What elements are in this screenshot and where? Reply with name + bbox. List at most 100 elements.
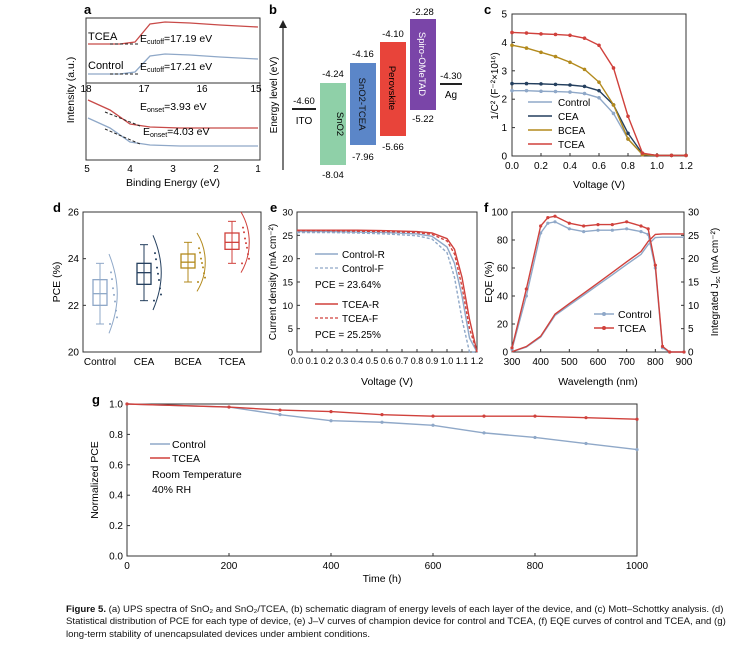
panel-letter: g [92, 392, 100, 407]
data-point [278, 413, 282, 417]
tick-label: 0.5 [366, 356, 379, 366]
data-point [278, 408, 282, 412]
sno2-tcea-bottom: -7.96 [352, 152, 374, 163]
data-point [329, 419, 333, 423]
data-point [597, 43, 601, 48]
data-point [539, 89, 543, 94]
data-point [112, 287, 114, 290]
legend-label: BCEA [558, 126, 586, 137]
perovskite-label: Perovskite [386, 66, 397, 110]
data-point [626, 137, 630, 141]
box-group: Control CEA BCEA TCEA [84, 211, 250, 368]
data-point [582, 84, 587, 89]
legend: Control TCEA [594, 309, 652, 335]
data-point [329, 410, 333, 414]
tick-label: 15 [282, 278, 293, 289]
data-point [380, 420, 384, 424]
data-point [582, 230, 586, 234]
tick-label: 20 [497, 320, 509, 331]
data-point [111, 278, 113, 281]
top-ticks: 18 17 16 15 [80, 84, 262, 95]
tick-label: 100 [491, 208, 508, 219]
tick-label: 0.2 [321, 356, 334, 366]
data-point [431, 414, 435, 418]
legend-label: TCEA [558, 140, 585, 151]
box [92, 279, 108, 306]
tick-label: 60 [497, 264, 509, 275]
tick-label: 1.1 [456, 356, 469, 366]
data-point [203, 272, 205, 275]
panel-letter: b [269, 2, 277, 17]
violin-outline [152, 235, 162, 311]
series-line-bcea [511, 44, 686, 157]
data-point [669, 153, 674, 158]
spiro-bottom: -5.22 [412, 114, 434, 125]
tick-label: 0 [124, 561, 130, 572]
tick-label: 0.0 [109, 552, 123, 563]
data-point [510, 88, 514, 93]
data-point [553, 32, 558, 37]
y-axis-label-right: Integrated Jsc (mA cm⁻²) [710, 228, 722, 336]
series-line-control [512, 89, 686, 157]
data-point [510, 43, 514, 48]
legend-label: TCEA-F [342, 314, 378, 325]
legend-label: Control-F [342, 264, 384, 275]
tick-label: 4 [127, 164, 133, 175]
series-line-control-f [297, 231, 477, 353]
tick-label: 0.8 [621, 161, 635, 172]
tick-label: 0.7 [396, 356, 409, 366]
panel-letter: a [84, 2, 92, 17]
cutoff-control: Ecutoff=17.21 eV [140, 61, 212, 74]
panel-g: g 0 200 400 600 800 1000 0.0 0.2 0.4 0.6 0.8 1.0 Co… [89, 392, 649, 585]
caption-text: (a) UPS spectra of SnO₂ and SnO₂/TCEA, (… [66, 604, 726, 640]
data-point [582, 36, 587, 40]
sno2-tcea-block [350, 63, 376, 145]
plot-frame [85, 17, 261, 161]
figure-caption: Figure 5. (a) UPS spectra of SnO₂ and Sn… [66, 604, 738, 641]
data-point [115, 309, 117, 312]
spiro-label: Spiro-OMeTAD [416, 32, 427, 96]
data-point [553, 54, 558, 59]
tick-label: 0.9 [426, 356, 439, 366]
legend-label: Control [618, 309, 652, 321]
tick-label: 0 [502, 348, 508, 359]
legend: Control-R Control-F PCE = 23.64% TCEA-R … [315, 250, 385, 341]
tick-label: 17 [138, 84, 150, 95]
data-point [155, 258, 157, 261]
perovskite-block [380, 42, 406, 136]
data-point [582, 67, 587, 72]
data-point [653, 263, 657, 267]
data-point [109, 323, 111, 325]
data-point [243, 231, 245, 234]
tick-label: 10 [282, 301, 293, 312]
data-point [567, 227, 571, 231]
data-point [596, 228, 600, 232]
tick-label: 0.0 [291, 356, 304, 366]
tick-label: 80 [497, 236, 509, 247]
tick-label: 30 [282, 208, 293, 219]
tick-label: 0 [688, 348, 694, 359]
tick-label: 5 [84, 164, 90, 175]
tick-label: 5 [288, 324, 293, 335]
data-point [482, 414, 486, 418]
data-point [684, 153, 688, 158]
violin-outline [196, 232, 206, 292]
tick-label: 600 [590, 357, 607, 368]
data-point [153, 299, 155, 302]
sno2-top: -4.24 [322, 69, 344, 80]
legend-marker [602, 326, 606, 330]
legend-label: Control-R [342, 250, 385, 261]
data-point [539, 224, 543, 228]
data-point [553, 220, 557, 224]
legend-marker [602, 312, 606, 316]
tick-label: 0.8 [411, 356, 424, 366]
tick-label: 1000 [626, 561, 649, 572]
sno2-tcea-label: SnO2-TCEA [356, 78, 367, 131]
legend-label: Control [172, 439, 206, 451]
tick-label: 0 [501, 152, 507, 163]
data-point [635, 448, 639, 452]
tcea-label: TCEA [88, 31, 118, 43]
panel-c: c 0.0 0.2 0.4 0.6 0.8 1.0 1.2 0 1 2 3 4 5 Control CE… [484, 2, 693, 191]
tick-label: 20 [282, 254, 293, 265]
legend-label: TCEA [172, 453, 200, 465]
